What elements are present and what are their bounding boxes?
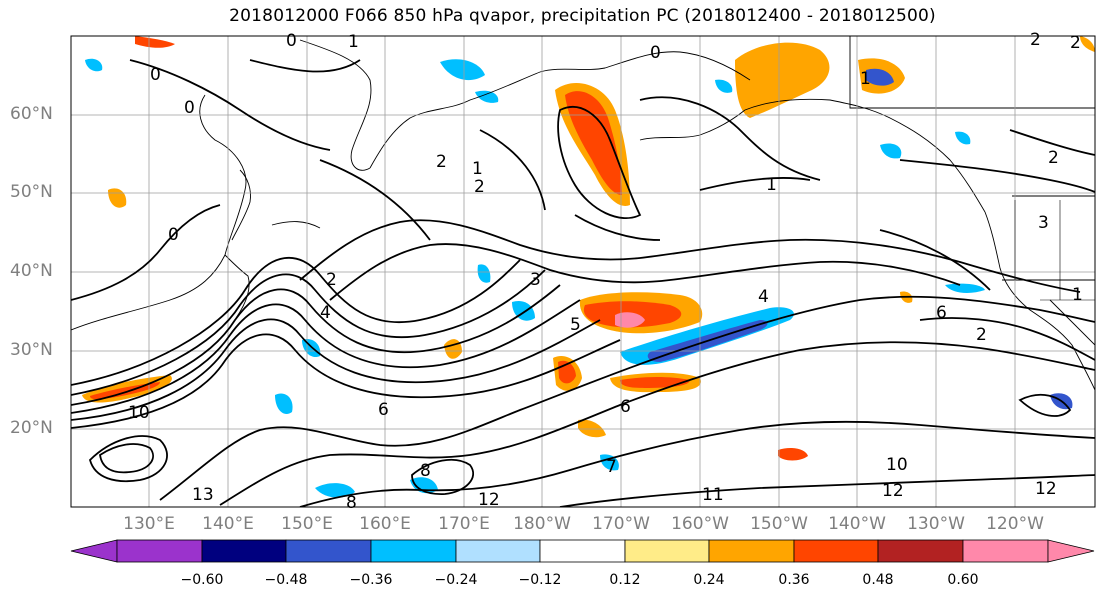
qvapor-contours (71, 59, 1095, 507)
colorbar-tick-label: −0.24 (434, 572, 478, 588)
contour-label: 3 (530, 270, 541, 290)
map-title: 2018012000 F066 850 hPa qvapor, precipit… (229, 6, 936, 26)
contour-label: 10 (886, 455, 908, 475)
lon-label: 160°W (671, 514, 729, 534)
colorbar-segment (624, 539, 710, 563)
contour-label: 1 (766, 175, 777, 195)
contour-label: 4 (758, 287, 769, 307)
colorbar-tick-label: 0.12 (609, 572, 641, 588)
colorbar-tick-label: −0.12 (518, 572, 562, 588)
contour-label: 2 (474, 177, 485, 197)
lon-label: 160°E (359, 514, 411, 534)
contour-label: 11 (702, 485, 724, 505)
plot-frame (70, 35, 1096, 508)
contour-label: 6 (620, 397, 631, 417)
contour-label: 12 (478, 490, 500, 510)
contour-label: 2 (1070, 33, 1081, 53)
colorbar-segment (116, 539, 203, 563)
colorbar-segment (793, 539, 879, 563)
lon-label: 170°E (438, 514, 490, 534)
contour-label: 0 (150, 65, 161, 85)
colorbar-segment (285, 539, 372, 563)
contour-label: 2 (976, 325, 987, 345)
contour-label: 3 (1038, 213, 1049, 233)
contour-label: 12 (1035, 479, 1057, 499)
contour-label: 13 (192, 485, 214, 505)
colorbar-segment (708, 539, 795, 563)
lon-label: 130°W (907, 514, 965, 534)
colorbar-segment (455, 539, 541, 563)
contour-label: 8 (346, 493, 357, 513)
colorbar-tick-label: 0.36 (778, 572, 810, 588)
contour-label: 6 (936, 303, 947, 323)
contour-label: 12 (882, 481, 904, 501)
contour-label: 6 (378, 400, 389, 420)
colorbar-segment (201, 539, 287, 563)
lat-label: 40°N (10, 261, 53, 281)
contour-label: 1 (860, 69, 871, 89)
lon-label: 150°E (281, 514, 333, 534)
contour-label: 0 (184, 98, 195, 118)
contour-label: 8 (420, 461, 431, 481)
lon-label: 140°W (828, 514, 886, 534)
colorbar (70, 539, 1095, 563)
colorbar-segment (877, 539, 964, 563)
contour-label-group: 1 0 0 1 2 1 2 1 0 2 2 2 0 0 2 3 4 4 5 6 … (128, 30, 1083, 513)
borders (1014, 200, 1095, 301)
lon-label: 180°W (513, 514, 571, 534)
contour-label: 0 (168, 225, 179, 245)
colorbar-tick-label: 0.48 (862, 572, 894, 588)
contour-label: 2 (326, 270, 337, 290)
contour-label: 0 (286, 31, 297, 51)
colorbar-tick-label: −0.60 (180, 572, 224, 588)
colorbar-extend-low (70, 539, 118, 563)
colorbar-tick-label: 0.60 (947, 572, 979, 588)
contour-label: 2 (436, 152, 447, 172)
contour-label: 1 (1072, 285, 1083, 305)
colorbar-tick-label: 0.24 (693, 572, 725, 588)
lon-label: 150°W (750, 514, 808, 534)
contour-label: 1 (472, 159, 483, 179)
colorbar-segment (370, 539, 457, 563)
contour-label: 1 (348, 32, 359, 52)
lon-label: 130°E (123, 514, 175, 534)
contour-label: 2 (1048, 148, 1059, 168)
lat-label: 20°N (10, 418, 53, 438)
lat-label: 50°N (10, 182, 53, 202)
lat-label: 60°N (10, 104, 53, 124)
colorbar-segment (962, 539, 1049, 563)
lon-label: 140°E (202, 514, 254, 534)
colorbar-extend-high (1047, 539, 1095, 563)
lat-label: 30°N (10, 340, 53, 360)
lon-label: 170°W (592, 514, 650, 534)
lon-label: 120°W (986, 514, 1044, 534)
colorbar-tick-label: −0.36 (349, 572, 393, 588)
colorbar-tick-label: −0.48 (264, 572, 308, 588)
colorbar-segment (539, 539, 626, 563)
contour-label: 4 (320, 303, 331, 323)
contour-label: 0 (650, 43, 661, 63)
contour-label: 10 (128, 403, 150, 423)
contour-label: 5 (570, 315, 581, 335)
contour-label: 2 (1030, 30, 1041, 50)
contour-label: 7 (606, 457, 617, 477)
